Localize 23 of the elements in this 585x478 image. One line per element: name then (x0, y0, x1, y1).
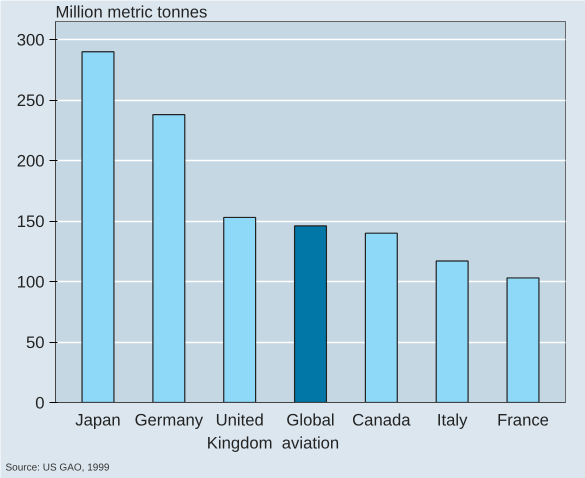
x-tick-label: Global aviation (282, 410, 340, 452)
bar (436, 260, 469, 402)
bar (294, 225, 328, 402)
y-axis-title: Million metric tonnes (56, 2, 208, 22)
source-note: Source: US GAO, 1999 (6, 462, 110, 474)
y-tick-label: 100 (16, 272, 45, 292)
y-tick-label: 300 (16, 30, 45, 50)
y-tick-label: 200 (16, 152, 45, 171)
bar (506, 277, 540, 402)
bar (152, 114, 186, 402)
y-tick-label: 250 (16, 91, 45, 110)
x-tick-label: Germany (134, 410, 204, 430)
bar (364, 232, 398, 402)
x-tick-label: United Kingdom (206, 410, 273, 452)
bar (81, 51, 115, 402)
y-tick-label: 50 (26, 333, 45, 352)
x-tick-label: France (497, 410, 549, 430)
x-tick-label: Italy (436, 410, 468, 430)
y-tick-label: 0 (35, 394, 44, 412)
x-tick-label: Canada (352, 410, 412, 430)
x-tick-label: Japan (75, 410, 121, 430)
bar (223, 216, 256, 402)
y-tick-label: 150 (16, 212, 45, 232)
